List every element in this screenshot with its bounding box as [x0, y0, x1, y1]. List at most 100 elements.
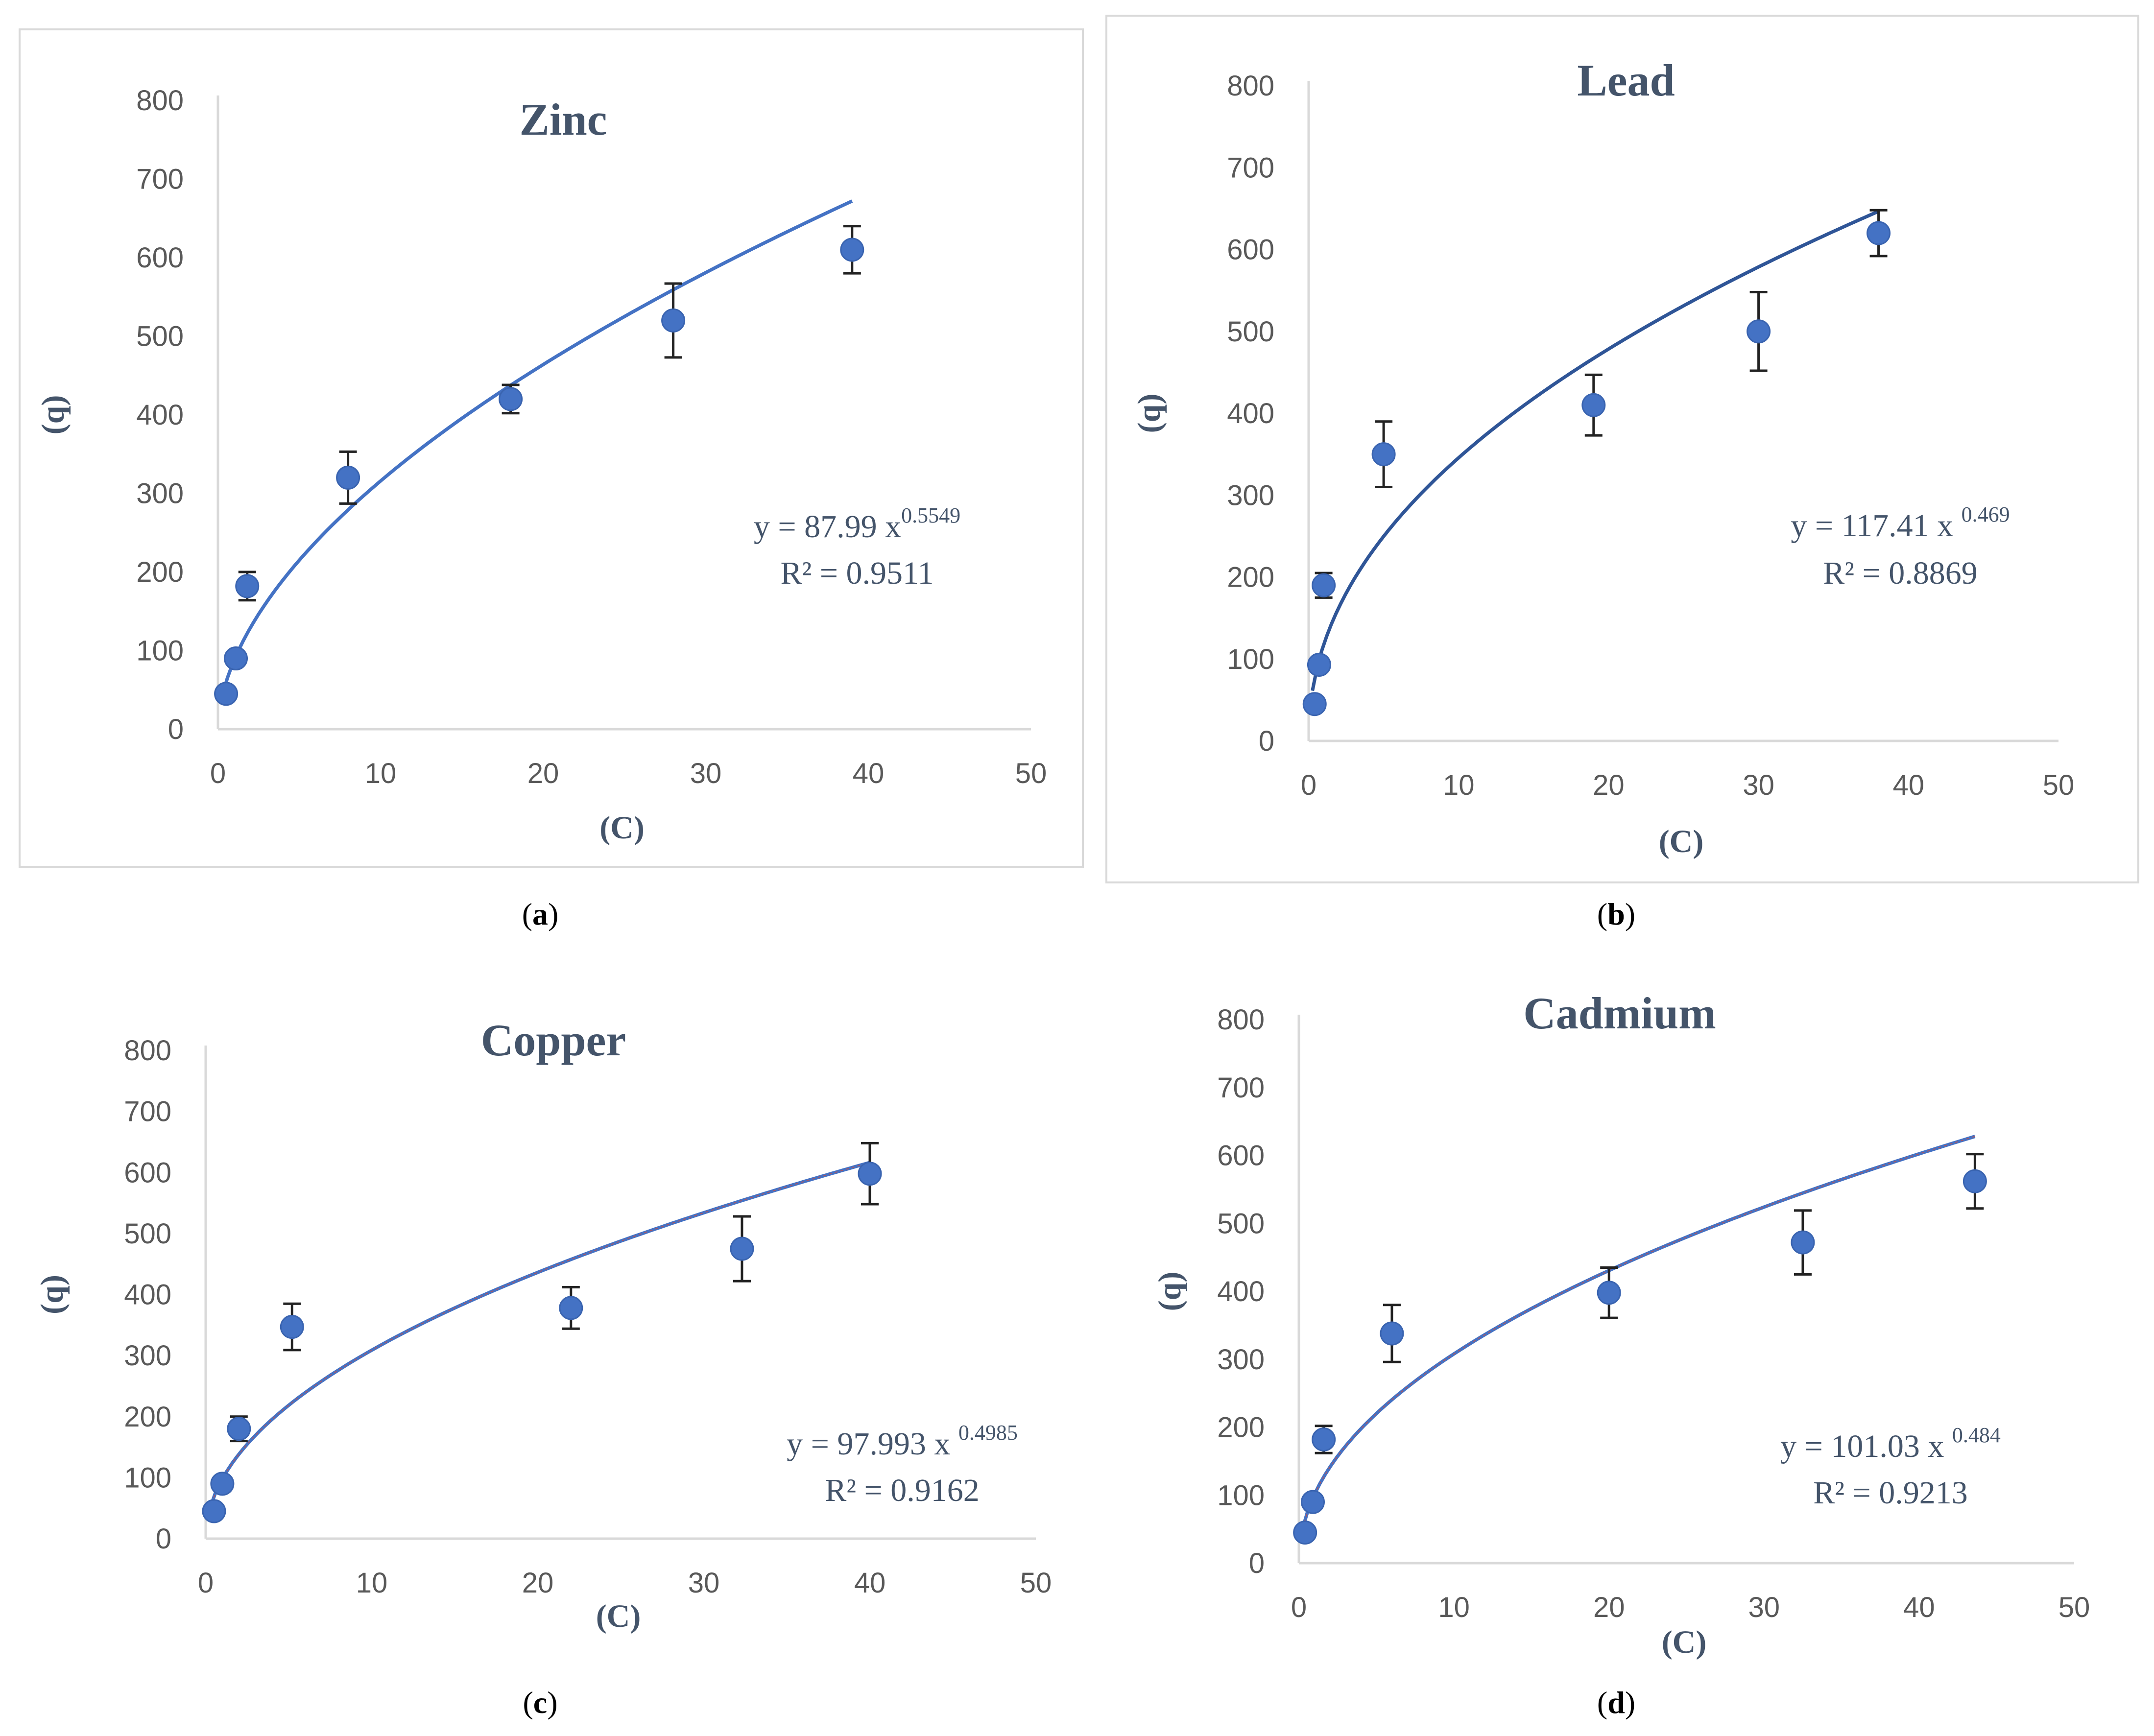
x-tick-label: 30 [688, 1567, 720, 1599]
x-tick-label: 10 [1438, 1592, 1470, 1623]
data-point [202, 1499, 226, 1523]
x-tick-label: 20 [1593, 1592, 1625, 1623]
data-point [1791, 1230, 1815, 1255]
x-tick-label: 20 [522, 1567, 554, 1599]
y-tick-label: 200 [1227, 562, 1274, 594]
caption-b-letter: b [1607, 897, 1625, 931]
x-tick-label: 40 [1893, 769, 1925, 801]
y-tick-label: 0 [168, 713, 184, 745]
x-tick-label: 30 [1743, 769, 1774, 801]
fit-equation-exponent: 0.5549 [901, 503, 960, 527]
fit-equation-exponent: 0.469 [1962, 502, 2010, 526]
x-tick-label: 50 [1015, 758, 1047, 789]
fit-equation-exponent: 0.4985 [958, 1421, 1018, 1445]
fit-equation-base: y = 117.41 x [1791, 508, 1961, 544]
y-tick-label: 300 [136, 478, 184, 510]
y-tick-label: 500 [1227, 316, 1274, 348]
data-point [840, 238, 864, 262]
y-tick-label: 700 [1227, 152, 1274, 184]
y-tick-label: 700 [124, 1096, 171, 1128]
y-tick-label: 0 [1249, 1547, 1265, 1579]
fit-equation-base: y = 87.99 x [754, 509, 901, 545]
x-tick-label: 0 [1291, 1592, 1307, 1623]
y-axis-label: (q) [35, 395, 71, 435]
data-point [1293, 1521, 1317, 1545]
data-point [210, 1472, 235, 1496]
caption-d-letter: d [1607, 1685, 1625, 1720]
y-tick-label: 100 [1217, 1479, 1265, 1511]
fit-r-squared: R² = 0.9162 [825, 1473, 980, 1508]
y-tick-label: 200 [136, 556, 184, 588]
panel-b-frame [1105, 15, 2139, 883]
y-axis-label: (q) [1152, 1272, 1188, 1311]
fit-equation: y = 101.03 x 0.484 [1780, 1423, 2001, 1464]
y-tick-label: 700 [1217, 1072, 1265, 1104]
chart-lead: 0 100 200 300 400 500 600 700 800 0 10 20 30 40 50 Lead… [1131, 55, 2074, 859]
data-point [227, 1417, 251, 1441]
y-tick-label: 600 [1227, 234, 1274, 266]
y-tick-label: 0 [1259, 725, 1274, 757]
fit-equation: y = 117.41 x 0.469 [1791, 502, 2010, 544]
y-tick-label: 800 [136, 85, 184, 117]
y-tick-label: 700 [136, 164, 184, 195]
y-tick-label: 400 [124, 1279, 171, 1311]
data-point [1312, 573, 1336, 597]
y-tick-label: 600 [1217, 1140, 1265, 1172]
x-axis-label: (C) [596, 1598, 641, 1634]
y-tick-label: 300 [1217, 1344, 1265, 1376]
chart-cadmium: 0 100 200 300 400 500 600 700 800 0 10 20 30 40 50 Cadm… [1152, 988, 2090, 1660]
y-tick-label: 100 [124, 1462, 171, 1494]
data-point [858, 1162, 882, 1186]
y-tick-label: 500 [124, 1218, 171, 1250]
y-axis-label: (q) [34, 1275, 70, 1314]
y-tick-label: 300 [124, 1340, 171, 1372]
y-tick-label: 0 [156, 1523, 171, 1555]
chart-title: Lead [1577, 55, 1675, 105]
data-point [1963, 1169, 1987, 1193]
chart-title: Zinc [520, 95, 607, 144]
y-tick-label: 200 [124, 1401, 171, 1433]
chart-title: Copper [481, 1015, 626, 1065]
data-point [1307, 652, 1331, 677]
chart-title: Cadmium [1523, 988, 1716, 1038]
caption-a: (a) [522, 897, 559, 931]
x-tick-label: 20 [527, 758, 559, 789]
data-point [499, 387, 523, 411]
data-point [1867, 221, 1891, 245]
x-axis-label: (C) [1659, 824, 1704, 859]
y-tick-label: 400 [136, 399, 184, 431]
y-tick-label: 100 [1227, 643, 1274, 675]
x-tick-label: 50 [2043, 769, 2075, 801]
x-tick-label: 50 [1020, 1567, 1052, 1599]
fit-r-squared: R² = 0.9511 [780, 555, 933, 591]
fit-equation-exponent: 0.484 [1952, 1423, 2001, 1447]
x-tick-label: 50 [2058, 1592, 2090, 1623]
x-axis-label: (C) [599, 810, 645, 846]
chart-zinc: 0 100 200 300 400 500 600 700 800 0 10 20 30 40 50 Zinc… [35, 85, 1047, 846]
y-tick-label: 800 [124, 1035, 171, 1067]
x-tick-label: 30 [690, 758, 722, 789]
fit-equation: y = 87.99 x0.5549 [754, 503, 960, 545]
fit-r-squared: R² = 0.8869 [1823, 555, 1978, 591]
y-tick-label: 400 [1227, 398, 1274, 429]
x-tick-label: 0 [1301, 769, 1316, 801]
data-point [1312, 1427, 1336, 1451]
fit-curve [220, 199, 853, 698]
caption-a-letter: a [532, 897, 548, 931]
y-tick-label: 800 [1217, 1004, 1265, 1036]
fit-curve-overlay [1302, 1136, 1975, 1528]
x-axis-label: (C) [1662, 1624, 1707, 1660]
data-point [1371, 442, 1396, 467]
fit-curve [1311, 210, 1879, 691]
data-point [730, 1237, 754, 1261]
x-tick-label: 30 [1748, 1592, 1780, 1623]
data-point [1597, 1281, 1621, 1305]
x-tick-label: 10 [1443, 769, 1475, 801]
y-tick-label: 500 [1217, 1208, 1265, 1239]
fit-curve [208, 1161, 870, 1509]
panel-a-frame [19, 28, 1084, 868]
fit-curve-overlay [209, 1162, 870, 1509]
data-point [1302, 692, 1327, 716]
x-tick-label: 20 [1593, 769, 1625, 801]
data-point [559, 1296, 583, 1320]
